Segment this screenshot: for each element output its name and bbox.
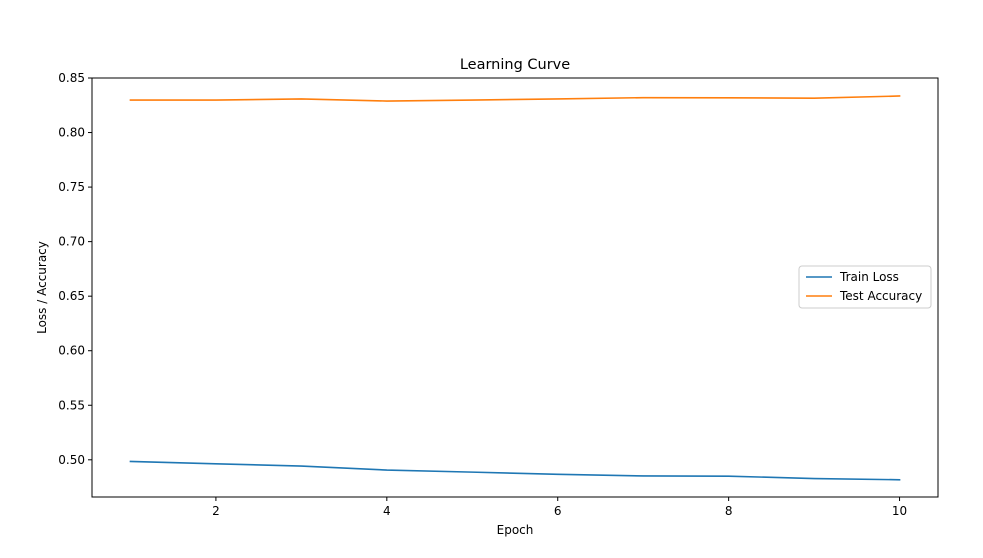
x-tick-label: 6 xyxy=(554,504,562,518)
series-line-train-loss xyxy=(129,460,901,481)
plot-area: 0.50 0.55 0.60 0.65 0.70 0.75 0.80 0.85 2 4 6 8 10 xyxy=(58,71,939,518)
plot-frame xyxy=(91,77,939,498)
y-axis-label: Loss / Accuracy xyxy=(35,241,49,334)
chart-title: Learning Curve xyxy=(460,57,570,73)
y-tick-label: 0.60 xyxy=(58,344,85,358)
y-axis: 0.50 0.55 0.60 0.65 0.70 0.75 0.80 0.85 xyxy=(58,71,92,467)
x-tick-label: 2 xyxy=(212,504,220,518)
x-axis-label: Epoch xyxy=(497,523,534,537)
x-tick-label: 8 xyxy=(725,504,733,518)
y-tick-label: 0.85 xyxy=(58,71,85,85)
y-tick-label: 0.80 xyxy=(58,126,85,140)
y-tick-label: 0.70 xyxy=(58,235,85,249)
y-tick-label: 0.50 xyxy=(58,453,85,467)
y-tick-label: 0.75 xyxy=(58,180,85,194)
y-tick-label: 0.55 xyxy=(58,398,85,412)
legend-label-train-loss: Train Loss xyxy=(839,270,899,284)
x-tick-label: 4 xyxy=(383,504,391,518)
x-axis: 2 4 6 8 10 xyxy=(212,497,907,518)
legend: Train Loss Test Accuracy xyxy=(798,265,932,309)
y-tick-label: 0.65 xyxy=(58,289,85,303)
legend-label-test-accuracy: Test Accuracy xyxy=(839,289,922,303)
legend-entries: Train Loss Test Accuracy xyxy=(806,270,922,303)
series-line-test-accuracy xyxy=(129,95,901,102)
x-tick-label: 10 xyxy=(892,504,907,518)
series-lines xyxy=(129,95,901,481)
